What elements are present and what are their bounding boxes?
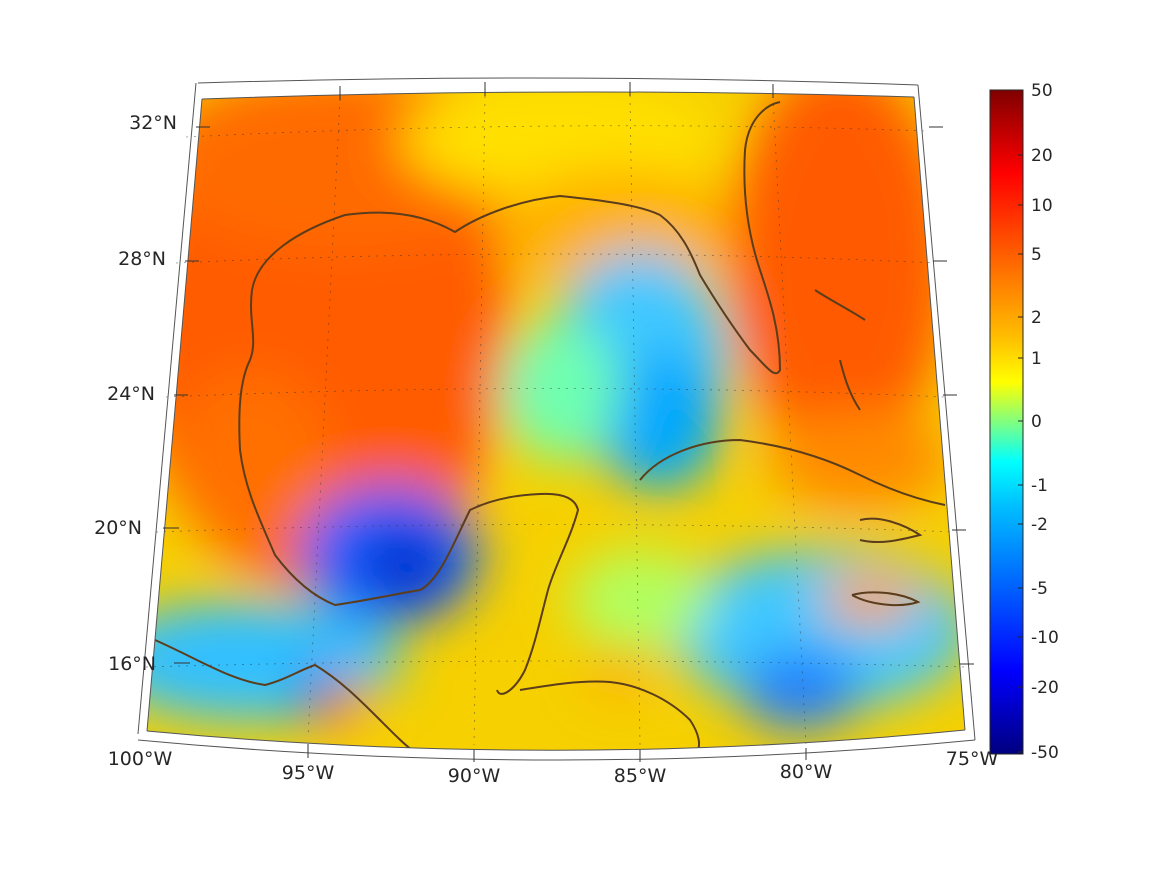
data-field <box>147 91 965 751</box>
colorbar-tick-5: 5 <box>1031 245 1042 265</box>
colorbar-tick-neg50: -50 <box>1031 743 1059 763</box>
map-frame <box>137 77 976 761</box>
lat-label-16: 16°N <box>108 653 156 675</box>
lon-labels: 100°W 95°W 90°W 85°W 80°W 75°W <box>108 748 999 787</box>
coastlines <box>154 101 946 751</box>
lon-label-80w: 80°W <box>780 761 833 783</box>
colorbar-tick-2: 2 <box>1031 308 1042 328</box>
colorbar-gradient <box>989 89 1024 755</box>
colorbar-tick-neg2: -2 <box>1031 515 1048 535</box>
colorbar-tick-20: 20 <box>1031 146 1053 166</box>
colorbar-tick-0: 0 <box>1031 412 1042 432</box>
lat-label-32: 32°N <box>129 112 177 134</box>
lon-label-90w: 90°W <box>448 765 501 787</box>
colorbar-tick-neg10: -10 <box>1031 628 1059 648</box>
lat-label-28: 28°N <box>118 248 166 270</box>
colorbar-tick-10: 10 <box>1031 196 1053 216</box>
colorbar: 50 20 10 5 2 1 0 -1 -2 -5 -10 -20 -50 <box>989 81 1059 763</box>
lon-label-85w: 85°W <box>614 765 667 787</box>
lon-label-75w: 75°W <box>946 748 999 770</box>
graticule <box>145 94 967 747</box>
colorbar-tick-50: 50 <box>1031 81 1053 101</box>
frame-ticks <box>163 82 974 762</box>
lon-label-100w: 100°W <box>108 748 173 770</box>
lon-label-95w: 95°W <box>282 762 335 784</box>
colorbar-tick-1: 1 <box>1031 349 1042 369</box>
colorbar-tick-neg1: -1 <box>1031 476 1048 496</box>
lat-label-20: 20°N <box>94 517 142 539</box>
lat-labels: 16°N 20°N 24°N 28°N 32°N <box>94 112 177 675</box>
colorbar-tick-neg20: -20 <box>1031 678 1059 698</box>
colorbar-tick-neg5: -5 <box>1031 579 1048 599</box>
lat-label-24: 24°N <box>107 383 155 405</box>
